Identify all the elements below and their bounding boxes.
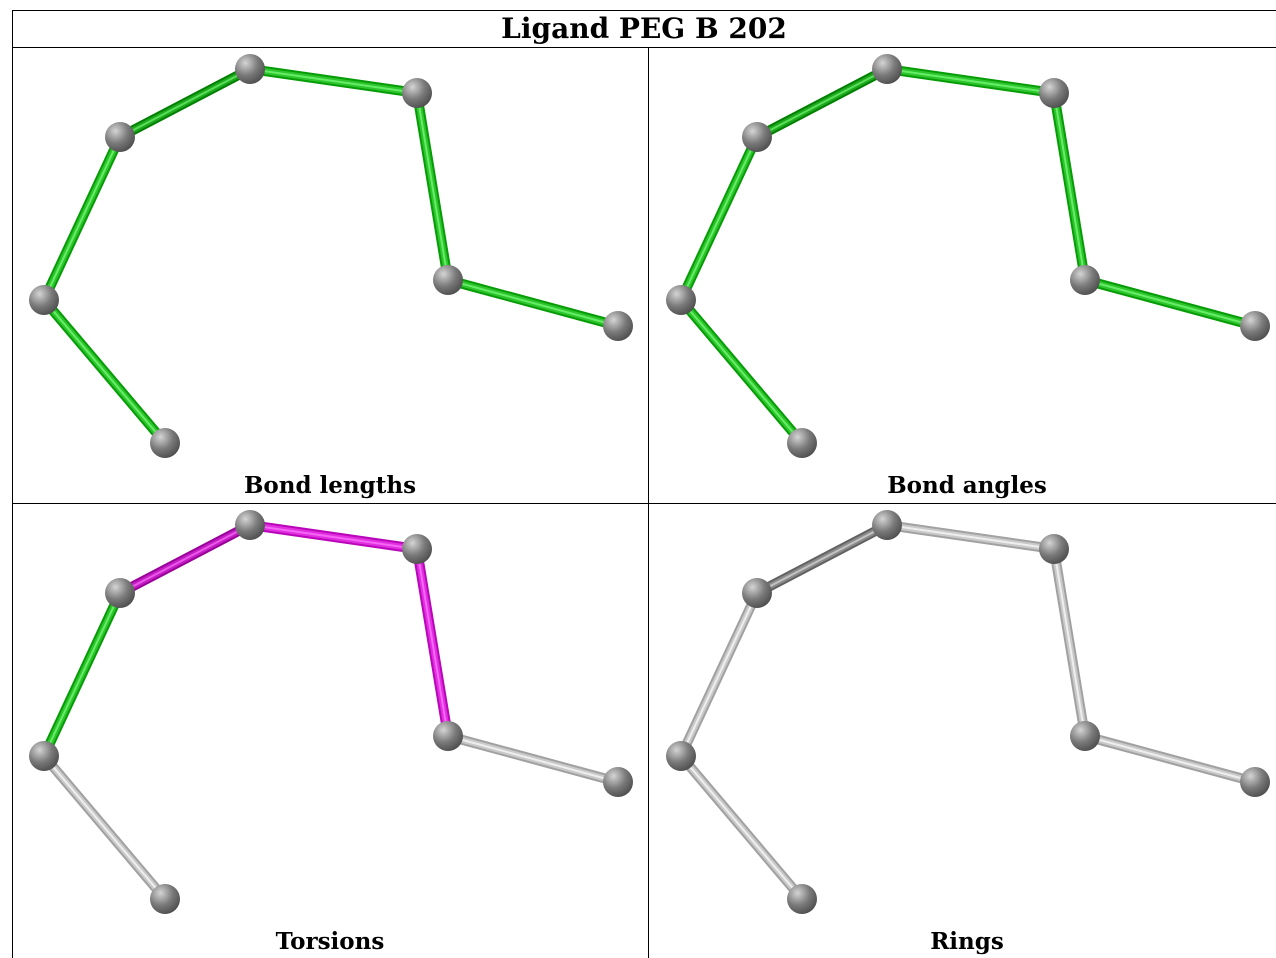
bond [676,132,762,305]
bond [412,88,453,285]
panel-caption: Bond lengths [243,472,417,499]
bond [752,520,892,598]
figure-title: Ligand PEG B 202 [501,12,787,45]
atom [105,122,135,152]
atom [603,767,633,797]
bond [39,132,125,305]
atom [742,122,772,152]
bond [882,64,1059,98]
bond [1080,731,1260,787]
bond [752,64,892,142]
title-divider [12,47,1276,48]
atom [1070,265,1100,295]
bond [676,588,762,761]
atom [29,285,59,315]
table-border-left [12,10,13,958]
bond [443,275,623,331]
bond [115,64,255,142]
panel-torsions: Torsions [12,504,648,957]
atom [872,510,902,540]
column-divider [648,47,649,958]
bond [676,751,807,904]
atom [235,510,265,540]
bond [443,731,623,787]
molecule-view-torsions [29,510,633,914]
atom [433,265,463,295]
bond [39,588,125,761]
atom [1240,311,1270,341]
molecule-view-bond-angles [666,54,1270,458]
atom [150,884,180,914]
atom [105,578,135,608]
atom [603,311,633,341]
atom [1039,78,1069,108]
bond [115,520,255,598]
molecule-view-rings [666,510,1270,914]
table-border-top [12,10,1276,11]
panel-rings: Rings [649,504,1276,957]
bond [39,295,170,448]
bond [412,544,453,741]
panel-caption: Bond angles [887,472,1047,499]
atom [433,721,463,751]
atom [742,578,772,608]
bond [676,295,807,448]
atom [235,54,265,84]
panel-caption: Torsions [275,928,385,955]
bond [882,520,1059,554]
panel-caption: Rings [930,928,1004,955]
bond [245,64,422,98]
atom [1039,534,1069,564]
panel-bond-angles: Bond angles [649,48,1276,501]
atom [402,534,432,564]
atom [1240,767,1270,797]
bond [245,520,422,554]
atom [666,285,696,315]
atom [402,78,432,108]
molecule-view-bond-lengths [29,54,633,458]
atom [666,741,696,771]
bond [39,751,170,904]
atom [29,741,59,771]
atom [787,428,817,458]
atom [872,54,902,84]
bond [1049,88,1090,285]
panel-bond-lengths: Bond lengths [12,48,648,501]
row-divider [12,503,1276,504]
atom [787,884,817,914]
bond [1080,275,1260,331]
atom [1070,721,1100,751]
atom [150,428,180,458]
bond [1049,544,1090,741]
